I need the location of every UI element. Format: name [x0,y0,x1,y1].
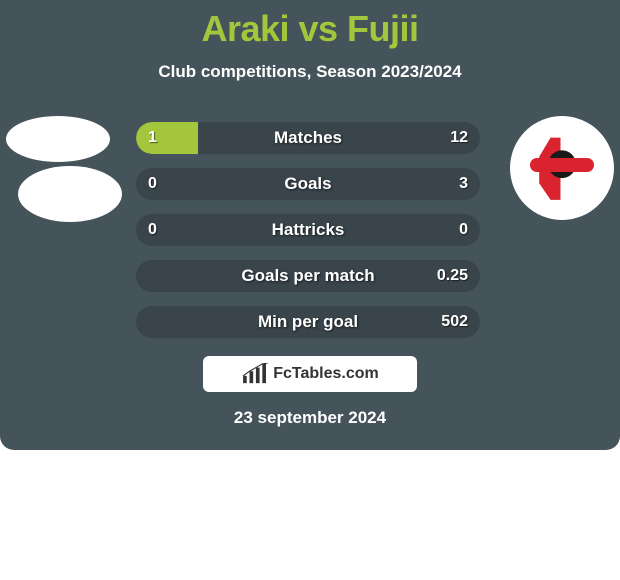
brand-badge[interactable]: FcTables.com [203,356,417,392]
stat-value-right: 12 [450,122,468,154]
stat-row: 0 Goals 3 [136,168,480,200]
stat-label: Goals per match [136,260,480,292]
roasso-kumamoto-logo [510,116,614,220]
club-crest-icon [510,116,614,220]
stat-value-right: 0 [459,214,468,246]
stat-row: Goals per match 0.25 [136,260,480,292]
stat-row: Min per goal 502 [136,306,480,338]
stat-label: Goals [136,168,480,200]
player-logo-secondary [18,166,122,222]
subtitle: Club competitions, Season 2023/2024 [0,62,620,82]
stat-label: Hattricks [136,214,480,246]
stats-list: 1 Matches 12 0 Goals 3 0 Hattricks 0 Goa… [136,122,480,338]
page-title: Araki vs Fujii [0,0,620,50]
brand-text: FcTables.com [273,365,379,383]
stat-value-right: 502 [441,306,468,338]
date-text: 23 september 2024 [0,408,620,428]
ellipse-icon [6,116,110,162]
bar-chart-icon [241,363,269,385]
stat-row: 1 Matches 12 [136,122,480,154]
stat-label: Matches [136,122,480,154]
stats-card: Araki vs Fujii Club competitions, Season… [0,0,620,450]
stat-value-right: 3 [459,168,468,200]
stat-row: 0 Hattricks 0 [136,214,480,246]
stat-label: Min per goal [136,306,480,338]
stat-value-right: 0.25 [437,260,468,292]
